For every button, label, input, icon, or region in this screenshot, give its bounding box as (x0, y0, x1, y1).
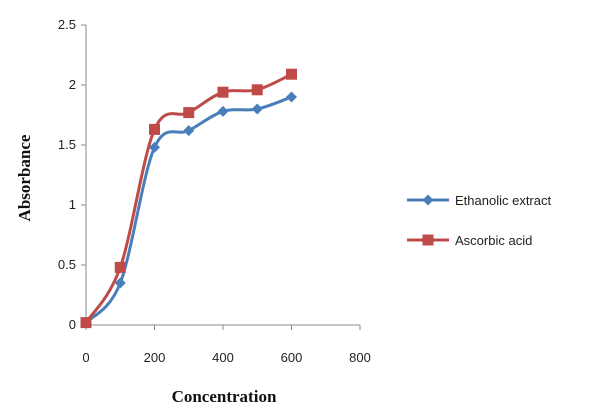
x-tick-label: 0 (82, 350, 89, 365)
y-tick-label: 0.5 (58, 257, 76, 272)
data-point-ethanolic-extract (183, 125, 195, 137)
series-ascorbic-acid (80, 68, 297, 329)
y-tick-label: 2 (69, 77, 76, 92)
y-tick-label: 1 (69, 197, 76, 212)
y-tick-label: 2.5 (58, 17, 76, 32)
data-point-ethanolic-extract (286, 91, 297, 103)
data-point-ethanolic-extract (149, 141, 160, 153)
y-axis-title: Absorbance (15, 134, 34, 221)
x-tick-label: 400 (212, 350, 234, 365)
legend: Ethanolic extract Ascorbic acid (407, 193, 551, 248)
legend-label: Ethanolic extract (455, 193, 551, 208)
data-point-ethanolic-extract (114, 277, 126, 289)
data-point-ascorbic-acid (114, 261, 126, 273)
x-tick-label: 200 (144, 350, 166, 365)
data-point-ethanolic-extract (251, 103, 263, 115)
data-point-ethanolic-extract (217, 105, 229, 117)
y-ticks: 0 0.5 1 1.5 2 2.5 (58, 17, 86, 332)
x-tick-label: 600 (281, 350, 303, 365)
data-point-ascorbic-acid (80, 317, 92, 329)
x-axis-title: Concentration (172, 387, 277, 406)
legend-item-ethanolic-extract: Ethanolic extract (407, 193, 551, 208)
data-point-ascorbic-acid (251, 84, 263, 96)
legend-swatch-marker (422, 234, 434, 246)
legend-item-ascorbic-acid: Ascorbic acid (407, 233, 532, 248)
data-point-ascorbic-acid (286, 68, 297, 80)
x-tick-label: 800 (349, 350, 371, 365)
axes (85, 25, 360, 326)
y-tick-label: 1.5 (58, 137, 76, 152)
series-layer (80, 68, 297, 329)
data-point-ascorbic-acid (217, 86, 229, 98)
data-point-ascorbic-acid (149, 123, 160, 135)
y-tick-label: 0 (69, 317, 76, 332)
data-point-ascorbic-acid (183, 107, 195, 119)
legend-swatch-marker (422, 194, 434, 206)
legend-label: Ascorbic acid (455, 233, 532, 248)
series-ethanolic-extract (80, 91, 297, 329)
x-ticks: 0 200 400 600 800 (82, 325, 371, 365)
